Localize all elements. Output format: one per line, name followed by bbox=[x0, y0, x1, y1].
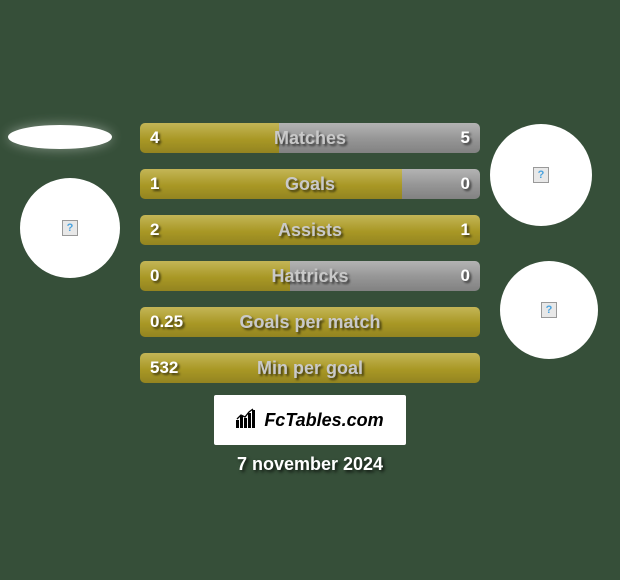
stat-bar-label: Goals per match bbox=[140, 307, 480, 337]
stat-bar-row: Goals1 0 bbox=[140, 169, 480, 199]
stat-bars: Matches45Goals10Assists21Hattricks00Goal… bbox=[140, 123, 480, 399]
stat-bar-left-value: 0 bbox=[150, 261, 159, 291]
stat-bar-left-value: 1 bbox=[150, 169, 159, 199]
left-avatar-shadow-ellipse bbox=[8, 125, 112, 149]
stat-bar-left-value: 532 bbox=[150, 353, 178, 383]
branding-text: FcTables.com bbox=[264, 410, 383, 431]
player-left-avatar: ? bbox=[20, 178, 120, 278]
branding-badge: FcTables.com bbox=[214, 395, 406, 445]
stat-bar-right-value: 0 bbox=[461, 261, 470, 291]
stat-bar-left-value: 2 bbox=[150, 215, 159, 245]
stat-bar-row: Hattricks0 0 bbox=[140, 261, 480, 291]
player-right-avatar-bottom: ? bbox=[500, 261, 598, 359]
stat-bar-row: Assists2 1 bbox=[140, 215, 480, 245]
stat-bar-right-value: 0 bbox=[461, 169, 470, 199]
branding-chart-icon bbox=[236, 408, 258, 433]
stat-bar-left-value: 0.25 bbox=[150, 307, 183, 337]
stat-bar-right-value: 5 bbox=[461, 123, 470, 153]
stat-bar-label: Matches bbox=[140, 123, 480, 153]
placeholder-icon: ? bbox=[533, 167, 549, 183]
stat-bar-label: Assists bbox=[140, 215, 480, 245]
stat-bar-right-value: 1 bbox=[461, 215, 470, 245]
stat-bar-label: Goals bbox=[140, 169, 480, 199]
stat-bar-label: Hattricks bbox=[140, 261, 480, 291]
stat-bar-label: Min per goal bbox=[140, 353, 480, 383]
stat-bar-row: Min per goal532 bbox=[140, 353, 480, 383]
stat-bar-left-value: 4 bbox=[150, 123, 159, 153]
date-label: 7 november 2024 bbox=[0, 454, 620, 475]
placeholder-icon: ? bbox=[541, 302, 557, 318]
stat-bar-row: Goals per match0.25 bbox=[140, 307, 480, 337]
placeholder-icon: ? bbox=[62, 220, 78, 236]
stat-bar-row: Matches4 5 bbox=[140, 123, 480, 153]
player-right-avatar-top: ? bbox=[490, 124, 592, 226]
